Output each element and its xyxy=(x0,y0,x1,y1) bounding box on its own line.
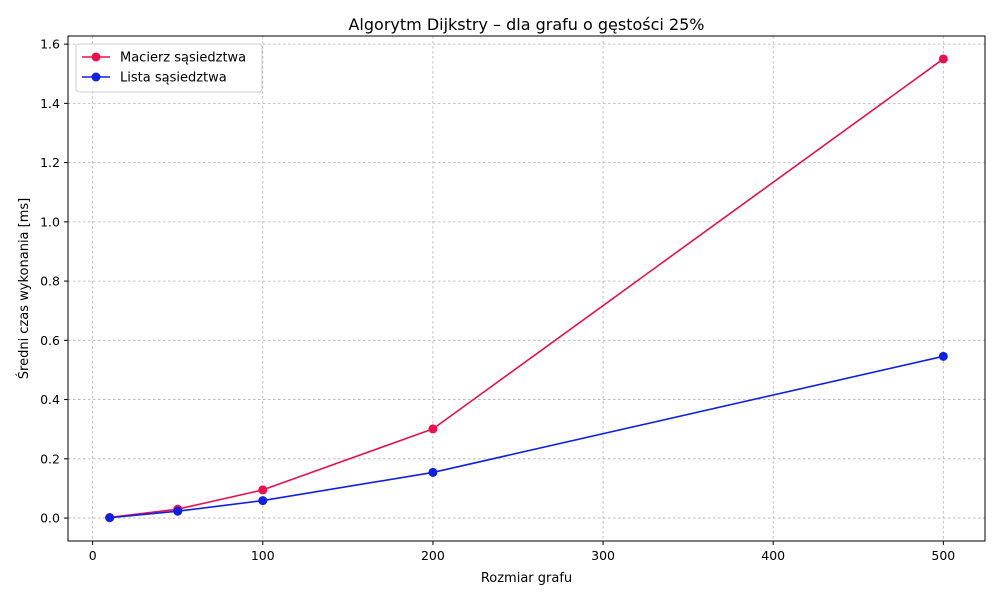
y-axis-label: Średni czas wykonania [ms] xyxy=(16,198,32,379)
plot-area xyxy=(67,35,986,542)
y-tick-label: 0.6 xyxy=(40,333,60,348)
x-tick-label: 300 xyxy=(591,548,615,563)
x-tick-label: 100 xyxy=(251,548,275,563)
y-tick-label: 1.6 xyxy=(40,37,60,52)
x-tick-label: 400 xyxy=(761,548,785,563)
x-tick-label: 0 xyxy=(89,548,97,563)
legend-label-lista: Lista sąsiedztwa xyxy=(120,71,227,86)
legend-entry-lista: Lista sąsiedztwa xyxy=(82,71,227,86)
x-tick-label: 500 xyxy=(931,548,955,563)
y-tick-label: 0.0 xyxy=(40,511,60,526)
data-point xyxy=(938,351,948,361)
series-line-0 xyxy=(109,58,944,519)
y-tick-label: 1.0 xyxy=(40,214,60,229)
data-point xyxy=(105,513,115,523)
legend: Macierz sąsiedztwa Lista sąsiedztwa xyxy=(75,43,263,93)
x-tick-label: 200 xyxy=(421,548,445,563)
data-point xyxy=(258,496,268,506)
y-tick-label: 1.4 xyxy=(40,96,60,111)
chart-title: Algorytm Dijkstry – dla grafu o gęstości… xyxy=(348,15,704,34)
legend-box xyxy=(75,43,263,93)
y-axis: 0.0 0.2 0.4 0.6 0.8 1.0 1.2 1.4 1.6 xyxy=(40,37,68,526)
y-tick-label: 0.2 xyxy=(40,451,60,466)
y-tick-label: 0.8 xyxy=(40,274,60,289)
series-line-1 xyxy=(109,355,944,519)
data-point xyxy=(428,467,438,477)
data-point xyxy=(258,485,268,495)
grid xyxy=(68,36,985,541)
legend-entry-macierz: Macierz sąsiedztwa xyxy=(82,51,246,66)
data-point xyxy=(938,54,948,64)
y-tick-label: 0.4 xyxy=(40,392,60,407)
data-point xyxy=(428,424,438,434)
x-axis: 0 100 200 300 400 500 xyxy=(89,541,955,563)
data-point xyxy=(173,506,183,516)
x-axis-label: Rozmiar grafu xyxy=(481,571,572,586)
legend-label-macierz: Macierz sąsiedztwa xyxy=(120,51,246,66)
series-layer xyxy=(105,54,948,523)
y-tick-label: 1.2 xyxy=(40,155,60,170)
